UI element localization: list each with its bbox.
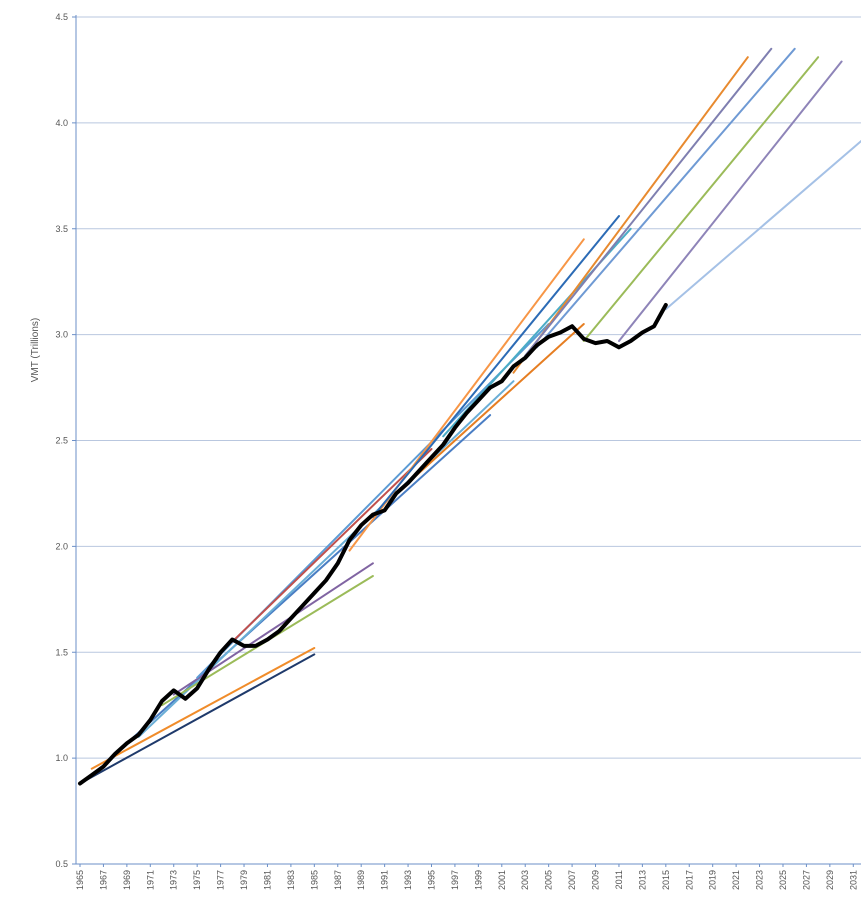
y-tick-label: 1.5 — [55, 647, 68, 657]
x-axis-ticks: 1965 1967 1969 1971 1973 1975 1977 1979 1981 1983… — [75, 864, 858, 890]
series-line-forecast-14 — [524, 47, 773, 357]
x-tick-label: 1991 — [380, 870, 390, 890]
series-line-forecast-3 — [114, 414, 492, 755]
x-tick-label: 2027 — [801, 870, 811, 890]
series-line-forecast-15 — [535, 47, 796, 349]
y-tick-label: 3.5 — [55, 224, 68, 234]
x-tick-label: 2007 — [567, 870, 577, 890]
x-tick-label: 1981 — [262, 870, 272, 890]
x-tick-label: 1975 — [192, 870, 202, 890]
x-tick-label: 1967 — [98, 870, 108, 890]
y-tick-label: 0.5 — [55, 859, 68, 869]
x-tick-label: 1965 — [75, 870, 85, 890]
series-line-forecast-11 — [407, 323, 585, 484]
x-tick-label: 1997 — [450, 870, 460, 890]
y-tick-label: 4.0 — [55, 118, 68, 128]
x-tick-label: 1995 — [426, 870, 436, 890]
x-tick-label: 2001 — [497, 870, 507, 890]
x-tick-label: 1999 — [473, 870, 483, 890]
x-tick-label: 2021 — [731, 870, 741, 890]
x-tick-label: 2019 — [708, 870, 718, 890]
y-tick-label: 4.5 — [55, 12, 68, 22]
x-tick-label: 2031 — [848, 870, 858, 890]
x-tick-label: 1971 — [145, 870, 155, 890]
x-tick-label: 1987 — [333, 870, 343, 890]
series-line-forecast-1 — [79, 653, 316, 785]
series-group — [78, 47, 861, 786]
y-axis-title: VMT (Trillions) — [30, 318, 41, 382]
x-tick-label: 1983 — [286, 870, 296, 890]
x-tick-label: 1977 — [216, 870, 226, 890]
x-tick-label: 2003 — [520, 870, 530, 890]
series-line-forecast-10 — [371, 215, 620, 518]
x-tick-label: 1989 — [356, 870, 366, 890]
x-tick-label: 1985 — [309, 870, 319, 890]
x-tick-label: 2029 — [825, 870, 835, 890]
y-tick-label: 1.0 — [55, 753, 68, 763]
series-line-forecast-18 — [664, 139, 861, 311]
y-axis-ticks: 0.5 1.0 1.5 2.0 2.5 3.0 3.5 4.0 4.5 — [55, 12, 76, 869]
y-tick-label: 2.5 — [55, 436, 68, 446]
x-tick-label: 2013 — [637, 870, 647, 890]
series-line-forecast-8 — [231, 448, 433, 643]
y-tick-label: 3.0 — [55, 330, 68, 340]
x-tick-label: 1973 — [169, 870, 179, 890]
series-line-forecast-2 — [90, 647, 316, 770]
y-tick-label: 2.0 — [55, 541, 68, 551]
series-line-forecast-16 — [582, 56, 820, 342]
x-tick-label: 2009 — [591, 870, 601, 890]
series-line-actual — [78, 303, 668, 786]
series-line-forecast-17 — [618, 60, 843, 342]
x-tick-label: 2025 — [778, 870, 788, 890]
x-tick-label: 1969 — [122, 870, 132, 890]
x-tick-label: 2023 — [755, 870, 765, 890]
x-tick-label: 2005 — [544, 870, 554, 890]
x-tick-label: 1993 — [403, 870, 413, 890]
x-tick-label: 2015 — [661, 870, 671, 890]
x-tick-label: 2017 — [684, 870, 694, 890]
x-tick-label: 1979 — [239, 870, 249, 890]
x-tick-label: 2011 — [614, 870, 624, 889]
